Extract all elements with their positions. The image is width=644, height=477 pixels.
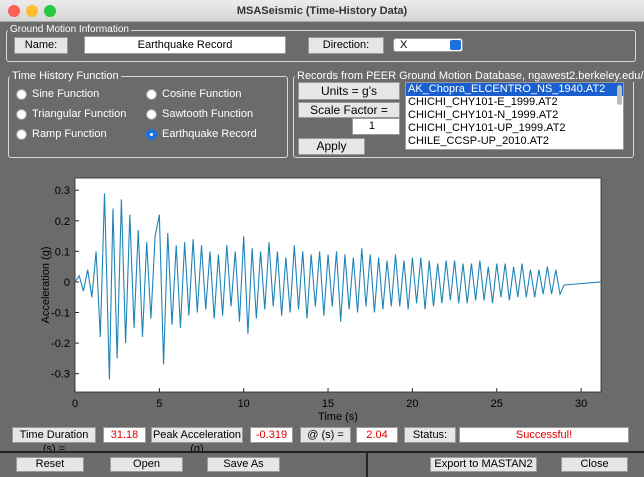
at-label: @ (s) =: [300, 427, 351, 443]
peak-label: Peak Acceleration (g): [151, 427, 243, 443]
divider: [366, 453, 368, 477]
dropdown-value: X: [400, 39, 407, 51]
radio-option[interactable]: Cosine Function: [146, 88, 242, 100]
name-label: Name:: [14, 37, 68, 54]
y-axis-label: Acceleration (g): [40, 246, 52, 323]
chart: 0 5 10 15 20 25 30 -0.3 -0.2 -0.1 0 0.1 0.2 0.3 Time (…: [0, 165, 644, 423]
y-tick-label: -0.2: [51, 338, 70, 350]
radio-label: Ramp Function: [32, 128, 107, 140]
radio-option[interactable]: Sawtooth Function: [146, 108, 253, 120]
radio-option[interactable]: Sine Function: [16, 88, 99, 100]
radio-label: Earthquake Record: [162, 128, 257, 140]
duration-value: 31.18: [103, 427, 146, 443]
radio-button[interactable]: [146, 89, 157, 100]
at-value: 2.04: [356, 427, 398, 443]
records-list[interactable]: AK_Chopra_ELCENTRO_NS_1940.AT2CHICHI_CHY…: [405, 82, 624, 150]
radio-label: Triangular Function: [32, 108, 126, 120]
radio-label: Cosine Function: [162, 88, 242, 100]
status-value: Successful!: [459, 427, 629, 443]
radio-label: Sawtooth Function: [162, 108, 253, 120]
units-button[interactable]: Units = g's: [298, 82, 400, 100]
x-axis-label: Time (s): [318, 411, 358, 423]
y-tick-label: -0.1: [51, 308, 70, 320]
apply-button[interactable]: Apply: [298, 138, 365, 155]
scrollbar: [617, 85, 622, 105]
title-bar: MSASeismic (Time-History Data): [0, 0, 644, 22]
direction-label: Direction:: [308, 37, 384, 54]
save-as-button[interactable]: Save As: [207, 457, 280, 472]
list-item[interactable]: CHICHI_CHY101-N_1999.AT2: [406, 109, 623, 122]
x-tick-label: 20: [406, 398, 418, 410]
list-item[interactable]: CHICHI_CHY101-E_1999.AT2: [406, 96, 623, 109]
y-tick-label: 0.2: [55, 216, 70, 228]
radio-option[interactable]: Earthquake Record: [146, 128, 257, 140]
status-label: Status:: [404, 427, 456, 443]
minimize-dot[interactable]: [26, 5, 38, 17]
list-item[interactable]: CHICHI_CHY101-UP_1999.AT2: [406, 122, 623, 135]
group-label: Time History Function: [10, 70, 121, 82]
y-tick-label: 0.3: [55, 185, 70, 197]
scale-field[interactable]: 1: [352, 118, 400, 135]
x-tick-label: 25: [491, 398, 503, 410]
radio-button[interactable]: [16, 109, 27, 120]
close-dot[interactable]: [8, 5, 20, 17]
scale-label: Scale Factor =: [298, 102, 400, 118]
close-button[interactable]: Close: [561, 457, 628, 472]
direction-dropdown[interactable]: X: [393, 38, 463, 52]
x-tick-label: 30: [575, 398, 587, 410]
name-field[interactable]: Earthquake Record: [84, 36, 286, 54]
x-tick-label: 0: [72, 398, 78, 410]
footer: Reset Open Save As Export to MASTAN2 Clo…: [0, 451, 644, 477]
dropdown-arrow: [450, 40, 461, 50]
x-tick-label: 5: [156, 398, 162, 410]
radio-button[interactable]: [146, 109, 157, 120]
open-button[interactable]: Open: [110, 457, 183, 472]
group-label: Records from PEER Ground Motion Database…: [295, 70, 644, 82]
zoom-dot[interactable]: [44, 5, 56, 17]
radio-label: Sine Function: [32, 88, 99, 100]
duration-label: Time Duration (s) =: [12, 427, 96, 443]
x-tick-label: 10: [238, 398, 250, 410]
radio-button[interactable]: [146, 129, 157, 140]
group-label: Ground Motion Information: [8, 24, 131, 36]
peak-value: -0.319: [250, 427, 293, 443]
x-tick-label: 15: [322, 398, 334, 410]
radio-option[interactable]: Ramp Function: [16, 128, 107, 140]
radio-button[interactable]: [16, 89, 27, 100]
radio-option[interactable]: Triangular Function: [16, 108, 126, 120]
radio-button[interactable]: [16, 129, 27, 140]
list-item[interactable]: AK_Chopra_ELCENTRO_NS_1940.AT2: [406, 83, 623, 96]
export-button[interactable]: Export to MASTAN2: [430, 457, 537, 472]
y-tick-label: -0.3: [51, 369, 70, 381]
reset-button[interactable]: Reset: [16, 457, 84, 472]
y-tick-label: 0.1: [55, 246, 70, 258]
list-item[interactable]: CHILE_CCSP-UP_2010.AT2: [406, 135, 623, 148]
y-tick-label: 0: [64, 277, 70, 289]
